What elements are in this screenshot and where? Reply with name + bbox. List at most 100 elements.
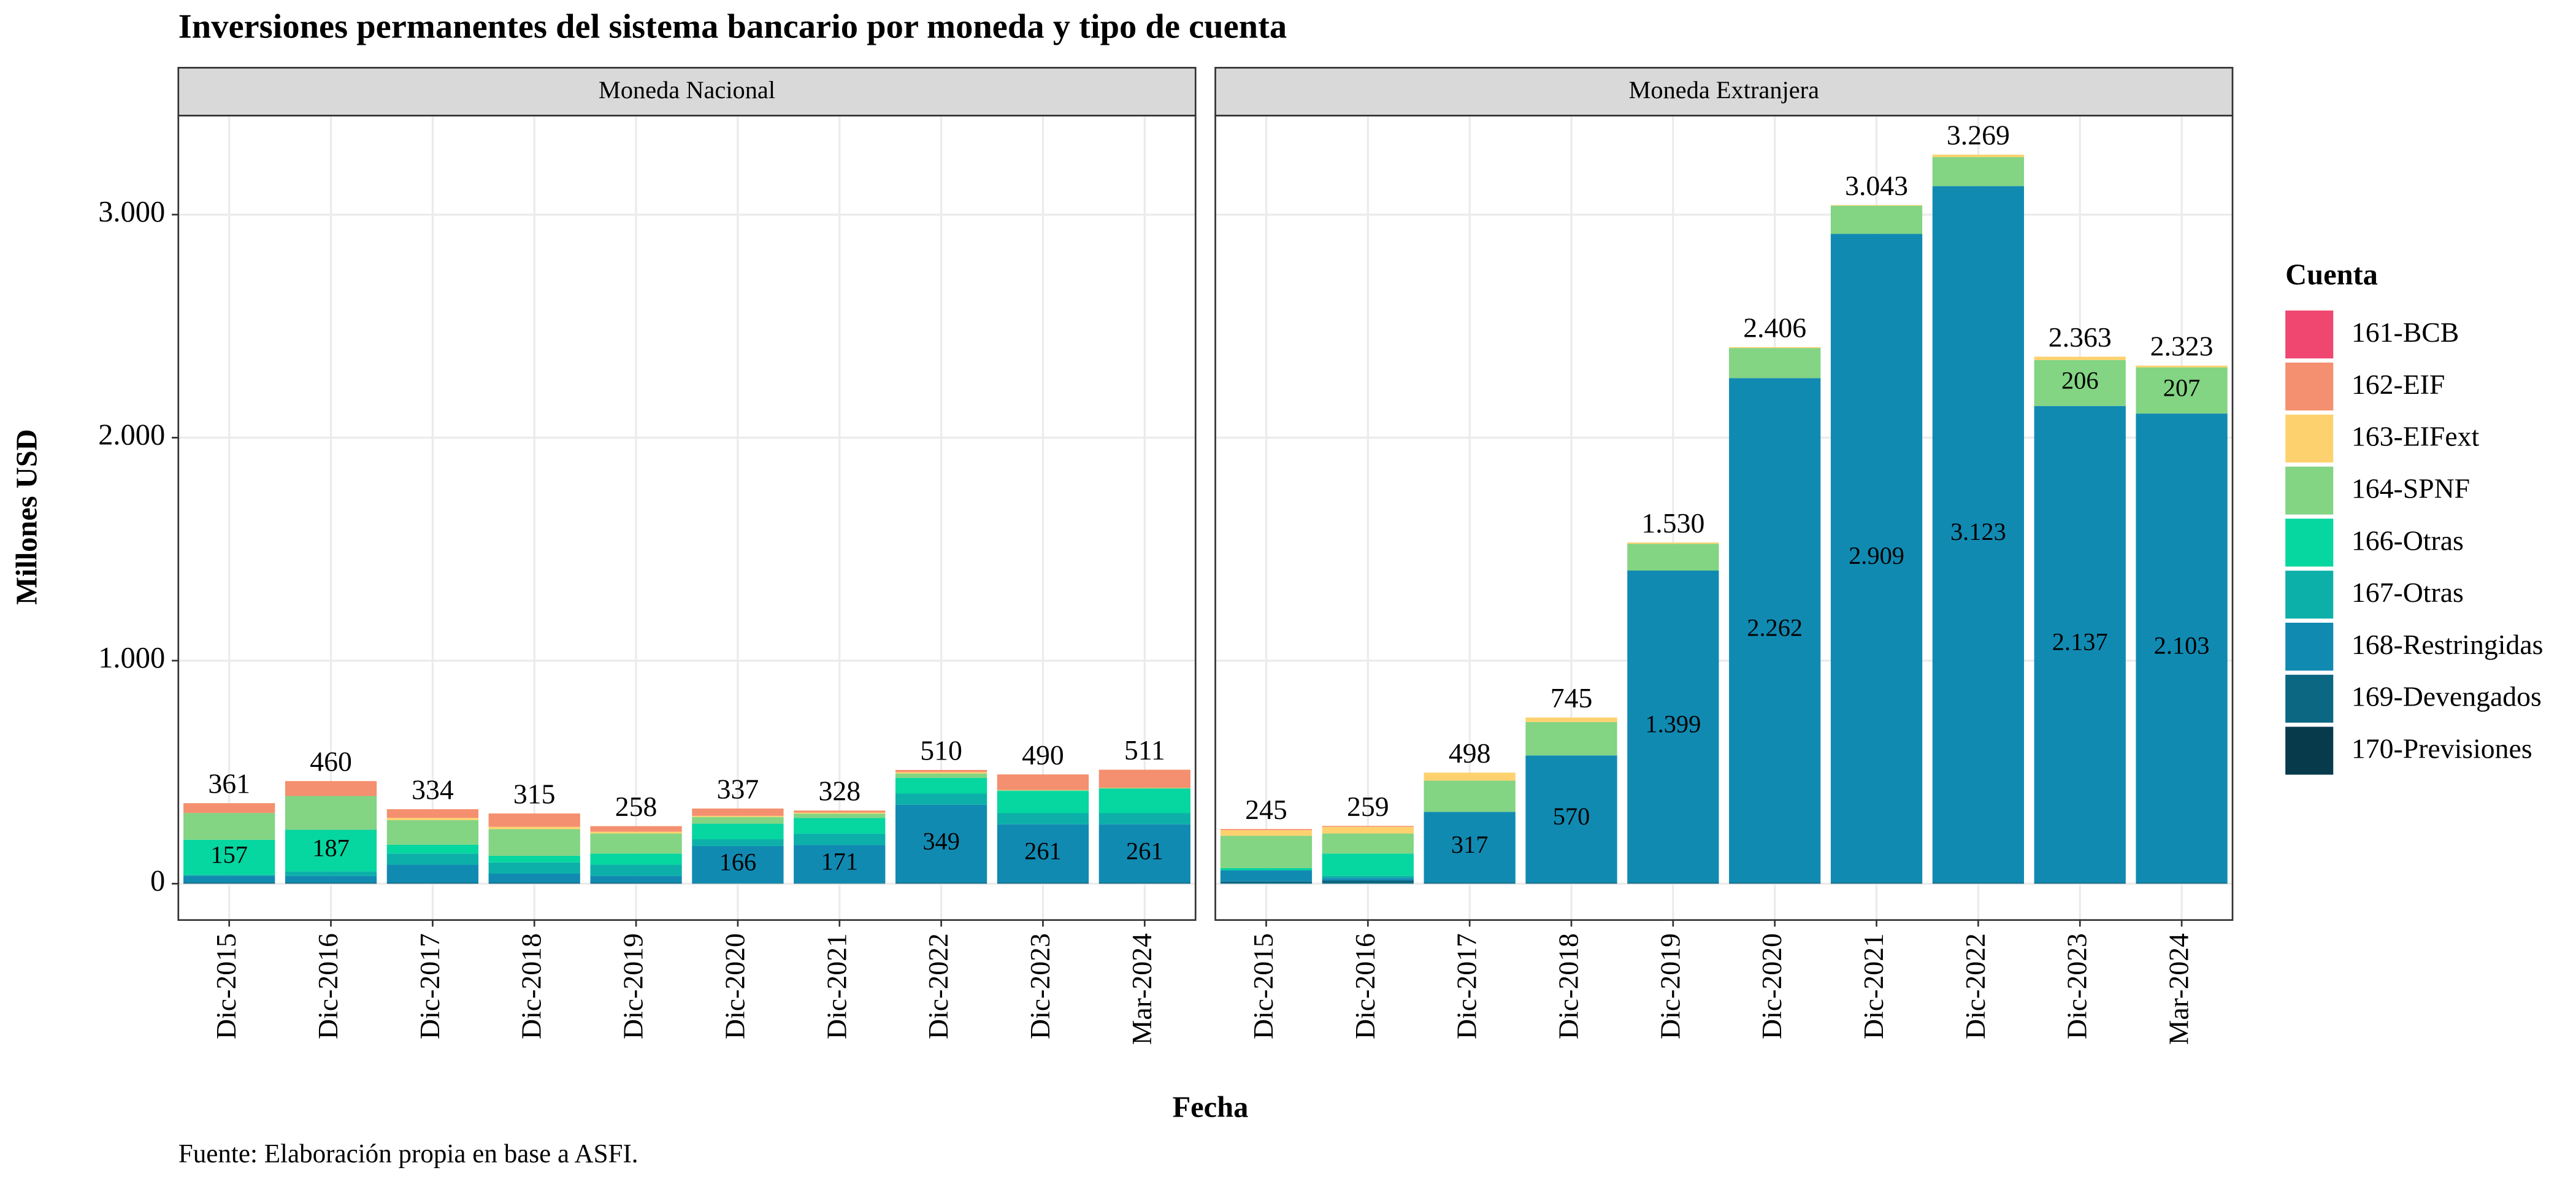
bar-segment xyxy=(590,864,682,876)
bar-segment xyxy=(183,874,275,876)
bar-segment xyxy=(488,855,580,863)
bar-segment xyxy=(285,882,377,884)
total-label: 510 xyxy=(920,735,962,766)
segment-label: 261 xyxy=(1126,837,1163,864)
bar-segment xyxy=(2136,882,2228,884)
legend-label: 161-BCB xyxy=(2352,317,2459,348)
bar-segment xyxy=(1729,347,1821,348)
bar-segment xyxy=(386,820,479,845)
bar-segment xyxy=(488,882,580,884)
total-label: 460 xyxy=(310,746,352,777)
bar-segment xyxy=(488,874,580,883)
bar-segment xyxy=(2136,367,2228,414)
bar-segment xyxy=(1729,378,1821,883)
strip-label: Moneda Nacional xyxy=(599,76,775,104)
bar-segment xyxy=(183,875,275,883)
segment-label: 317 xyxy=(1451,831,1489,858)
bar-segment xyxy=(1525,721,1617,756)
x-tick-label: Mar-2024 xyxy=(1126,933,1157,1045)
x-tick-label: Dic-2019 xyxy=(618,933,649,1039)
bar-segment xyxy=(590,882,682,884)
bar-segment xyxy=(2136,414,2228,883)
bar-segment xyxy=(386,864,479,883)
legend-label: 170-Previsiones xyxy=(2352,733,2532,764)
bar-segment xyxy=(386,853,479,865)
bar-segment xyxy=(997,790,1089,791)
segment-label: 157 xyxy=(210,841,248,869)
x-tick-label: Dic-2020 xyxy=(1756,933,1787,1039)
bar-segment xyxy=(1729,882,1821,884)
segment-label: 187 xyxy=(312,834,350,862)
panel-border xyxy=(1214,115,2234,921)
total-label: 315 xyxy=(513,778,556,809)
bar-segment xyxy=(1322,880,1414,884)
bar-segment xyxy=(1220,881,1313,884)
bar-segment xyxy=(794,814,886,818)
bar-segment xyxy=(1627,544,1719,571)
bar-segment xyxy=(794,818,886,834)
x-tick-label: Dic-2020 xyxy=(719,933,750,1039)
bar-segment xyxy=(895,769,987,772)
bar-segment xyxy=(1525,755,1617,883)
bar-segment xyxy=(1525,882,1617,884)
bar-segment xyxy=(2034,406,2126,883)
bar-segment xyxy=(1220,830,1313,836)
bar-segment xyxy=(183,813,275,840)
bar-segment xyxy=(1424,780,1516,812)
bar-segment xyxy=(2034,882,2126,884)
legend-swatch xyxy=(2285,362,2334,411)
bar-segment xyxy=(794,810,886,813)
legend-label: 164-SPNF xyxy=(2352,472,2470,504)
segment-label: 171 xyxy=(821,847,858,875)
y-tick-label: 2.000 xyxy=(98,418,165,451)
bar-segment xyxy=(1322,875,1414,879)
segment-label: 349 xyxy=(922,827,960,855)
bar-segment xyxy=(1098,813,1190,825)
x-tick-label: Dic-2021 xyxy=(1858,933,1889,1039)
bar-segment xyxy=(285,781,377,796)
bar-segment xyxy=(895,793,987,805)
total-label: 361 xyxy=(208,768,250,799)
segment-label: 1.399 xyxy=(1645,710,1701,738)
bar-segment xyxy=(1830,234,1923,883)
bar-segment xyxy=(895,778,987,794)
bar-segment xyxy=(1098,824,1190,883)
bar-segment xyxy=(1220,867,1313,871)
bar-segment xyxy=(1627,882,1719,884)
chart-title: Inversiones permanentes del sistema banc… xyxy=(178,7,1287,45)
total-label: 490 xyxy=(1022,739,1064,771)
bar-segment xyxy=(1627,542,1719,544)
segment-label: 2.909 xyxy=(1849,542,1904,569)
segment-label: 207 xyxy=(2163,374,2201,402)
bar-segment xyxy=(2034,360,2126,406)
bar-segment xyxy=(1322,853,1414,876)
legend-swatch xyxy=(2285,310,2334,359)
bar-segment xyxy=(997,791,1089,814)
bar-segment xyxy=(2034,356,2126,360)
total-label: 334 xyxy=(412,774,454,806)
bar-segment xyxy=(285,871,377,876)
x-tick-label: Dic-2022 xyxy=(1960,933,1991,1039)
total-label: 2.406 xyxy=(1743,312,1806,343)
x-tick-label: Dic-2015 xyxy=(210,933,242,1039)
x-tick-label: Dic-2019 xyxy=(1654,933,1685,1039)
bar-segment xyxy=(285,829,377,872)
x-tick-label: Dic-2023 xyxy=(1024,933,1056,1039)
bar-segment xyxy=(183,803,275,814)
total-label: 258 xyxy=(615,791,657,822)
legend-swatch xyxy=(2285,466,2334,515)
bar-segment xyxy=(1220,836,1313,868)
bar-segment xyxy=(488,826,580,829)
legend-label: 163-EIFext xyxy=(2352,421,2480,452)
bar-segment xyxy=(1932,882,2025,884)
x-tick-label: Dic-2016 xyxy=(1349,933,1381,1039)
bar-segment xyxy=(1932,186,2025,883)
total-label: 245 xyxy=(1245,794,1287,825)
total-label: 337 xyxy=(717,773,759,804)
bar-segment xyxy=(895,772,987,774)
legend-label: 162-EIF xyxy=(2352,369,2445,400)
bar-segment xyxy=(590,833,682,854)
caption: Fuente: Elaboración propia en base a ASF… xyxy=(178,1140,638,1169)
bar-segment xyxy=(692,808,784,816)
